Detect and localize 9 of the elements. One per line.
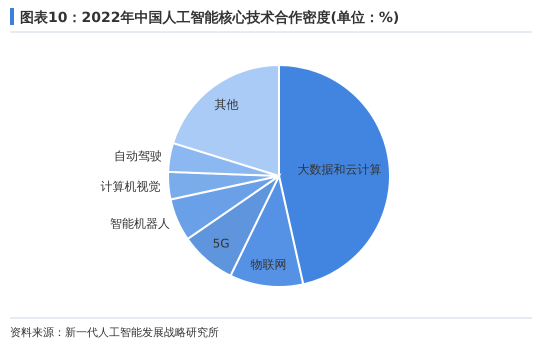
slice-label: 其他 — [214, 98, 238, 112]
slice-label: 物联网 — [250, 257, 287, 272]
chart-title: 图表10：2022年中国人工智能核心技术合作密度(单位：%) — [20, 9, 400, 26]
slice-label: 5G — [212, 236, 230, 251]
slice-label: 智能机器人 — [110, 216, 170, 230]
slice-label: 计算机视觉 — [100, 180, 161, 194]
slice-label: 大数据和云计算 — [298, 162, 382, 176]
slice-label: 自动驾驶 — [114, 149, 162, 164]
text: 资料来源：新一代人工智能发展战略研究所 — [10, 326, 219, 339]
